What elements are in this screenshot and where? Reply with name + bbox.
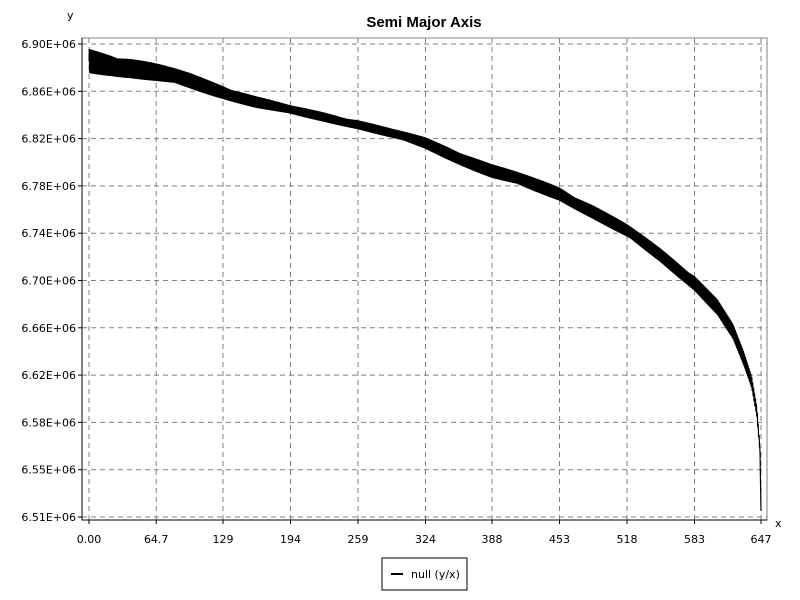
chart-title: Semi Major Axis [366, 14, 481, 31]
y-tick-label-7: 6.78E+06 [21, 180, 76, 193]
y-tick-label-1: 6.55E+06 [21, 464, 76, 477]
x-tick-labels: 0.00 64.7 129 194 259 324 388 453 518 583 647 [77, 533, 772, 546]
series-layer [88, 48, 762, 511]
x-tick-label-2: 129 [212, 533, 233, 546]
y-tick-label-10: 6.90E+06 [21, 38, 76, 51]
x-axis-label: x [775, 517, 782, 530]
y-tick-label-4: 6.66E+06 [21, 322, 76, 335]
y-tick-label-0: 6.51E+06 [21, 511, 76, 524]
x-tick-label-1: 64.7 [144, 533, 169, 546]
x-tick-label-5: 324 [415, 533, 436, 546]
x-tick-label-9: 583 [684, 533, 705, 546]
x-tick-label-7: 453 [549, 533, 570, 546]
x-tick-label-8: 518 [617, 533, 638, 546]
x-tick-label-4: 259 [348, 533, 369, 546]
y-tick-label-6: 6.74E+06 [21, 227, 76, 240]
y-axis-label: y [67, 9, 74, 22]
legend-entry-label: null (y/x) [411, 568, 460, 581]
y-tick-label-3: 6.62E+06 [21, 369, 76, 382]
y-tick-label-5: 6.70E+06 [21, 275, 76, 288]
axes [78, 38, 767, 524]
x-tick-label-6: 388 [481, 533, 502, 546]
x-tick-label-0: 0.00 [77, 533, 102, 546]
y-tick-label-8: 6.82E+06 [21, 133, 76, 146]
x-tick-label-10: 647 [751, 533, 772, 546]
series-line-null [88, 48, 762, 511]
x-tick-label-3: 194 [280, 533, 301, 546]
y-tick-labels: 6.51E+06 6.55E+06 6.58E+06 6.62E+06 6.66E+06… [21, 38, 76, 524]
y-tick-label-9: 6.86E+06 [21, 85, 76, 98]
legend: null (y/x) [381, 557, 468, 591]
plot-area [81, 37, 768, 521]
y-tick-label-2: 6.58E+06 [21, 416, 76, 429]
